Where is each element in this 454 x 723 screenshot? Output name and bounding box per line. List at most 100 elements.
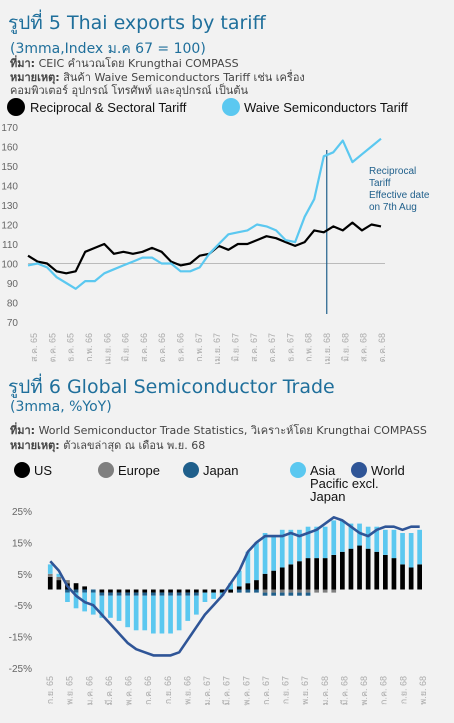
bar-asia-pacific	[133, 595, 139, 631]
bar-asia-pacific	[391, 529, 397, 559]
legend-marker-world	[351, 462, 367, 478]
bar-asia-pacific	[151, 595, 156, 634]
bar-asia-pacific	[279, 529, 285, 568]
bar-asia-pacific	[116, 595, 122, 621]
bar-us	[236, 586, 242, 590]
x-tick-label: เม.ย. 67	[212, 333, 222, 365]
bar-asia-pacific	[159, 595, 165, 634]
x-tick-label: ก.ค. 66	[143, 676, 153, 705]
x-tick-label: ส.ค. 68	[359, 333, 369, 362]
bar-us	[262, 573, 268, 590]
bar-us	[151, 589, 156, 593]
bar-asia-pacific	[65, 592, 70, 602]
bar-japan	[125, 592, 130, 596]
bar-asia-pacific	[262, 533, 268, 574]
y-tick-label: 15%	[12, 538, 32, 549]
bar-japan	[305, 592, 311, 596]
legend-marker-japan	[183, 462, 199, 478]
bar-europe	[322, 589, 328, 593]
fig5-chart: Reciprocal & Sectoral Tariff Waive Semico…	[1, 98, 430, 365]
x-tick-label: ก.ค. 68	[379, 676, 389, 705]
x-tick-label: พ.ย. 65	[65, 676, 75, 705]
bar-asia-pacific	[125, 595, 130, 628]
bar-us	[254, 580, 259, 590]
bar-asia-pacific	[168, 595, 173, 634]
y-tick-label: 140	[1, 182, 18, 193]
x-tick-label: ม.ค. 68	[320, 676, 330, 705]
bar-us	[408, 567, 414, 590]
fig5-source-text: CEIC คำนวณโดย Krungthai COMPASS	[38, 57, 239, 70]
bar-asia-pacific	[228, 583, 233, 590]
bar-japan	[168, 592, 173, 596]
legend-label-reciprocal: Reciprocal & Sectoral Tariff	[30, 100, 187, 115]
bar-japan	[108, 592, 113, 596]
fig5-subtitle: (3mma,Index ม.ค 67 = 100)	[10, 41, 206, 57]
bar-us	[176, 589, 182, 593]
bar-us	[185, 589, 191, 593]
bar-asia-pacific	[194, 595, 199, 615]
bar-us	[202, 589, 208, 593]
bar-japan	[185, 592, 191, 596]
annotation-text: on 7th Aug	[369, 202, 417, 213]
x-tick-label: มี.ค. 67	[222, 676, 232, 705]
bar-asia-pacific	[108, 595, 113, 618]
legend-label-world: World	[371, 463, 405, 478]
bar-us	[271, 570, 276, 590]
bar-us	[99, 589, 105, 593]
legend-label-japan: Japan	[203, 463, 238, 478]
bar-asia-pacific	[357, 523, 362, 546]
y-tick-label: 120	[1, 221, 18, 232]
bar-asia-pacific	[185, 595, 191, 621]
x-tick-label: มิ.ย. 66	[121, 333, 131, 362]
bar-asia-pacific	[176, 595, 182, 631]
bar-us	[194, 589, 199, 593]
y-tick-label: 25%	[12, 507, 32, 518]
x-tick-label: ก.พ. 68	[304, 333, 314, 362]
bar-us	[391, 558, 397, 590]
bar-us	[305, 558, 311, 590]
bar-asia-pacific	[340, 520, 345, 552]
legend-marker-waive	[222, 98, 240, 116]
x-tick-label: ส.ค. 65	[29, 333, 39, 362]
y-tick-label: 90	[7, 279, 19, 290]
bar-us	[116, 589, 122, 593]
x-tick-label: มี.ค. 68	[339, 676, 349, 705]
bar-us	[108, 589, 113, 593]
x-tick-label: พ.ค. 68	[359, 676, 369, 705]
x-tick-label: ก.ค. 67	[261, 676, 271, 705]
bar-europe	[65, 580, 70, 584]
fig6-remark: หมายเหตุ: ตัวเลขล่าสุด ณ เดือน พ.ย. 68	[10, 439, 205, 453]
fig6-remark-label: หมายเหตุ:	[10, 439, 60, 452]
bar-japan	[297, 592, 302, 596]
x-tick-label: ก.ย. 67	[281, 676, 291, 704]
bar-europe	[314, 589, 319, 593]
bar-us	[219, 589, 225, 593]
bar-us	[374, 551, 380, 590]
bar-europe	[271, 589, 276, 593]
bar-us	[73, 583, 79, 590]
bar-asia-pacific	[331, 520, 337, 555]
fig5-remark-line2: คอมพิวเตอร์ อุปกรณ์ โทรศัพท์ และอุปกรณ์ …	[10, 84, 248, 97]
bar-us	[340, 551, 345, 590]
x-tick-label: ส.ค. 66	[139, 333, 149, 362]
y-tick-label: 70	[7, 318, 19, 329]
bar-asia-pacific	[383, 529, 388, 555]
bar-asia-pacific	[314, 526, 319, 559]
bar-us	[47, 576, 53, 590]
fig6-remark-text: ตัวเลขล่าสุด ณ เดือน พ.ย. 68	[63, 439, 206, 452]
bar-us	[357, 545, 362, 590]
bar-asia-pacific	[400, 533, 405, 565]
fig6-source-text: World Semiconductor Trade Statistics, วิ…	[38, 424, 427, 437]
bar-us	[168, 589, 173, 593]
bar-asia-pacific	[408, 533, 414, 568]
fig5-source: ที่มา: CEIC คำนวณโดย Krungthai COMPASS	[10, 57, 239, 71]
x-tick-label: มี.ค. 66	[104, 676, 114, 705]
bar-us	[279, 567, 285, 590]
bar-europe	[279, 589, 285, 593]
bar-us	[228, 589, 233, 593]
bar-europe	[297, 589, 302, 593]
y-tick-label: -25%	[9, 664, 32, 675]
annotation-text: Reciprocal	[369, 166, 416, 177]
bar-europe	[47, 573, 53, 577]
fig5-remark: หมายเหตุ: สินค้า Waive Semiconductors Ta…	[10, 71, 305, 85]
